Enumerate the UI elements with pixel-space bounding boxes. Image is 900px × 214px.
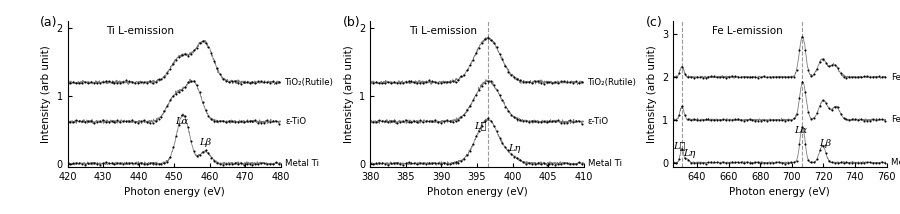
Text: Lα: Lα xyxy=(795,126,808,135)
X-axis label: Photon energy (eV): Photon energy (eV) xyxy=(427,187,527,197)
Text: Fe₃O₄: Fe₃O₄ xyxy=(891,115,900,124)
Text: Lα: Lα xyxy=(175,117,188,126)
Text: Metal Fe: Metal Fe xyxy=(891,158,900,167)
Text: Fe L-emission: Fe L-emission xyxy=(712,26,782,36)
Text: (c): (c) xyxy=(645,16,662,29)
Text: TiO₂(Rutile): TiO₂(Rutile) xyxy=(285,78,334,87)
Text: Lβ: Lβ xyxy=(820,139,832,148)
X-axis label: Photon energy (eV): Photon energy (eV) xyxy=(730,187,830,197)
Y-axis label: Intensity (arb unit): Intensity (arb unit) xyxy=(344,45,354,143)
Text: (a): (a) xyxy=(40,16,58,29)
Text: Lℓ: Lℓ xyxy=(673,142,686,151)
Text: Lη: Lη xyxy=(508,144,520,153)
Text: Metal Ti: Metal Ti xyxy=(588,159,622,168)
Text: (b): (b) xyxy=(343,16,360,29)
Text: Ti L-emission: Ti L-emission xyxy=(106,26,174,36)
X-axis label: Photon energy (eV): Photon energy (eV) xyxy=(124,187,224,197)
Text: Lη: Lη xyxy=(684,149,696,158)
Y-axis label: Intensity (arb unit): Intensity (arb unit) xyxy=(646,45,657,143)
Text: ε-TiO: ε-TiO xyxy=(588,117,609,126)
Text: Metal Ti: Metal Ti xyxy=(285,159,319,168)
Text: Ti L-emission: Ti L-emission xyxy=(409,26,477,36)
Text: Fe₂O₃: Fe₂O₃ xyxy=(891,73,900,82)
Text: Lβ: Lβ xyxy=(200,138,212,147)
Y-axis label: Intensity (arb unit): Intensity (arb unit) xyxy=(40,45,50,143)
Text: Lℓ: Lℓ xyxy=(474,121,487,130)
Text: ε-TiO: ε-TiO xyxy=(285,117,306,126)
Text: TiO₂(Rutile): TiO₂(Rutile) xyxy=(588,78,637,87)
